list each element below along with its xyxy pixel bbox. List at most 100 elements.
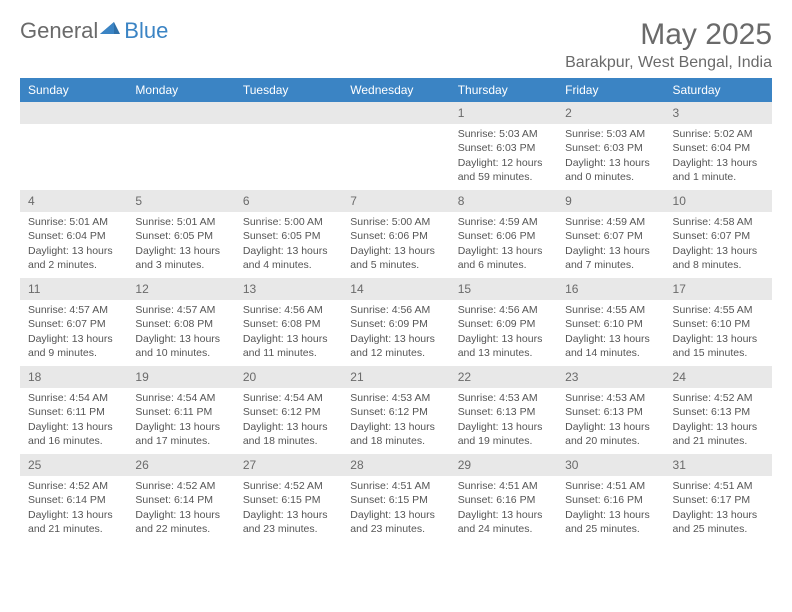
sunrise-text: Sunrise: 4:54 AM xyxy=(28,391,119,405)
calendar-week-row: 11Sunrise: 4:57 AMSunset: 6:07 PMDayligh… xyxy=(20,278,772,366)
sunset-text: Sunset: 6:06 PM xyxy=(458,229,549,243)
sunrise-text: Sunrise: 4:55 AM xyxy=(565,303,656,317)
daylight-line1: Daylight: 13 hours xyxy=(565,332,656,346)
sunrise-text: Sunrise: 4:58 AM xyxy=(673,215,764,229)
sunrise-text: Sunrise: 4:51 AM xyxy=(565,479,656,493)
calendar-day-cell: 21Sunrise: 4:53 AMSunset: 6:12 PMDayligh… xyxy=(342,366,449,454)
sunrise-text: Sunrise: 4:56 AM xyxy=(243,303,334,317)
day-number: 24 xyxy=(665,366,772,388)
day-number: 30 xyxy=(557,454,664,476)
day-number: 6 xyxy=(235,190,342,212)
daylight-line1: Daylight: 12 hours xyxy=(458,156,549,170)
sunrise-text: Sunrise: 4:53 AM xyxy=(458,391,549,405)
calendar-day-cell: 1Sunrise: 5:03 AMSunset: 6:03 PMDaylight… xyxy=(450,102,557,190)
day-details: Sunrise: 4:56 AMSunset: 6:08 PMDaylight:… xyxy=(235,300,342,366)
day-number: 28 xyxy=(342,454,449,476)
calendar-day-cell: 2Sunrise: 5:03 AMSunset: 6:03 PMDaylight… xyxy=(557,102,664,190)
sunset-text: Sunset: 6:10 PM xyxy=(565,317,656,331)
sunrise-text: Sunrise: 4:59 AM xyxy=(458,215,549,229)
day-details: Sunrise: 5:00 AMSunset: 6:06 PMDaylight:… xyxy=(342,212,449,278)
calendar-week-row: 18Sunrise: 4:54 AMSunset: 6:11 PMDayligh… xyxy=(20,366,772,454)
sunset-text: Sunset: 6:15 PM xyxy=(243,493,334,507)
sunset-text: Sunset: 6:10 PM xyxy=(673,317,764,331)
calendar-day-cell: 13Sunrise: 4:56 AMSunset: 6:08 PMDayligh… xyxy=(235,278,342,366)
sunrise-text: Sunrise: 5:00 AM xyxy=(243,215,334,229)
sunset-text: Sunset: 6:13 PM xyxy=(458,405,549,419)
calendar-day-cell: 8 Sunrise: 4:59 AMSunset: 6:06 PMDaylight… xyxy=(450,190,557,278)
daylight-line1: Daylight: 13 hours xyxy=(350,332,441,346)
daylight-line1: Daylight: 13 hours xyxy=(673,332,764,346)
calendar-day-cell xyxy=(342,102,449,190)
calendar-day-cell: 28Sunrise: 4:51 AMSunset: 6:15 PMDayligh… xyxy=(342,454,449,542)
sunrise-text: Sunrise: 4:59 AM xyxy=(565,215,656,229)
daylight-line2: and 21 minutes. xyxy=(673,434,764,448)
sunset-text: Sunset: 6:07 PM xyxy=(28,317,119,331)
daylight-line2: and 6 minutes. xyxy=(458,258,549,272)
calendar-day-cell: 19Sunrise: 4:54 AMSunset: 6:11 PMDayligh… xyxy=(127,366,234,454)
sunrise-text: Sunrise: 4:51 AM xyxy=(673,479,764,493)
day-number: 29 xyxy=(450,454,557,476)
sunset-text: Sunset: 6:07 PM xyxy=(673,229,764,243)
daylight-line1: Daylight: 13 hours xyxy=(673,508,764,522)
daylight-line2: and 25 minutes. xyxy=(673,522,764,536)
day-details: Sunrise: 4:58 AMSunset: 6:07 PMDaylight:… xyxy=(665,212,772,278)
sunset-text: Sunset: 6:12 PM xyxy=(350,405,441,419)
day-number: 14 xyxy=(342,278,449,300)
day-details: Sunrise: 4:53 AMSunset: 6:13 PMDaylight:… xyxy=(450,388,557,454)
sunset-text: Sunset: 6:08 PM xyxy=(243,317,334,331)
sunrise-text: Sunrise: 4:52 AM xyxy=(28,479,119,493)
sunrise-text: Sunrise: 4:51 AM xyxy=(458,479,549,493)
calendar-day-cell: 18Sunrise: 4:54 AMSunset: 6:11 PMDayligh… xyxy=(20,366,127,454)
calendar-day-cell: 5Sunrise: 5:01 AMSunset: 6:05 PMDaylight… xyxy=(127,190,234,278)
daylight-line2: and 22 minutes. xyxy=(135,522,226,536)
day-number: 5 xyxy=(127,190,234,212)
sunset-text: Sunset: 6:13 PM xyxy=(673,405,764,419)
daylight-line1: Daylight: 13 hours xyxy=(458,420,549,434)
day-number: 16 xyxy=(557,278,664,300)
daylight-line1: Daylight: 13 hours xyxy=(458,244,549,258)
daylight-line1: Daylight: 13 hours xyxy=(243,420,334,434)
day-number: 26 xyxy=(127,454,234,476)
sunset-text: Sunset: 6:11 PM xyxy=(135,405,226,419)
sunset-text: Sunset: 6:16 PM xyxy=(565,493,656,507)
sunrise-text: Sunrise: 4:56 AM xyxy=(350,303,441,317)
day-number: 25 xyxy=(20,454,127,476)
day-number: 1 xyxy=(450,102,557,124)
day-number: 19 xyxy=(127,366,234,388)
day-number: 21 xyxy=(342,366,449,388)
calendar-day-cell xyxy=(127,102,234,190)
daylight-line1: Daylight: 13 hours xyxy=(673,244,764,258)
sunrise-text: Sunrise: 4:52 AM xyxy=(673,391,764,405)
sunset-text: Sunset: 6:06 PM xyxy=(350,229,441,243)
day-number: 22 xyxy=(450,366,557,388)
day-details: Sunrise: 4:53 AMSunset: 6:13 PMDaylight:… xyxy=(557,388,664,454)
daylight-line2: and 19 minutes. xyxy=(458,434,549,448)
calendar-day-cell: 17Sunrise: 4:55 AMSunset: 6:10 PMDayligh… xyxy=(665,278,772,366)
day-details: Sunrise: 4:51 AMSunset: 6:16 PMDaylight:… xyxy=(450,476,557,542)
page-header: General Blue May 2025 Barakpur, West Ben… xyxy=(20,18,772,72)
day-number: 8 xyxy=(450,190,557,212)
sunrise-text: Sunrise: 4:51 AM xyxy=(350,479,441,493)
day-details: Sunrise: 4:57 AMSunset: 6:08 PMDaylight:… xyxy=(127,300,234,366)
weekday-header: Sunday xyxy=(20,78,127,102)
daylight-line2: and 10 minutes. xyxy=(135,346,226,360)
daylight-line2: and 8 minutes. xyxy=(673,258,764,272)
daylight-line1: Daylight: 13 hours xyxy=(28,508,119,522)
day-details: Sunrise: 4:54 AMSunset: 6:12 PMDaylight:… xyxy=(235,388,342,454)
daylight-line1: Daylight: 13 hours xyxy=(135,244,226,258)
day-details: Sunrise: 5:03 AMSunset: 6:03 PMDaylight:… xyxy=(557,124,664,190)
sunrise-text: Sunrise: 4:52 AM xyxy=(243,479,334,493)
brand-part2: Blue xyxy=(124,18,168,44)
daylight-line2: and 0 minutes. xyxy=(565,170,656,184)
sunrise-text: Sunrise: 4:54 AM xyxy=(243,391,334,405)
day-number: 18 xyxy=(20,366,127,388)
sunset-text: Sunset: 6:09 PM xyxy=(350,317,441,331)
day-number: 13 xyxy=(235,278,342,300)
calendar-day-cell: 30Sunrise: 4:51 AMSunset: 6:16 PMDayligh… xyxy=(557,454,664,542)
sunrise-text: Sunrise: 4:53 AM xyxy=(565,391,656,405)
daylight-line1: Daylight: 13 hours xyxy=(673,156,764,170)
sunset-text: Sunset: 6:11 PM xyxy=(28,405,119,419)
daylight-line2: and 11 minutes. xyxy=(243,346,334,360)
sunset-text: Sunset: 6:14 PM xyxy=(28,493,119,507)
sunrise-text: Sunrise: 4:53 AM xyxy=(350,391,441,405)
